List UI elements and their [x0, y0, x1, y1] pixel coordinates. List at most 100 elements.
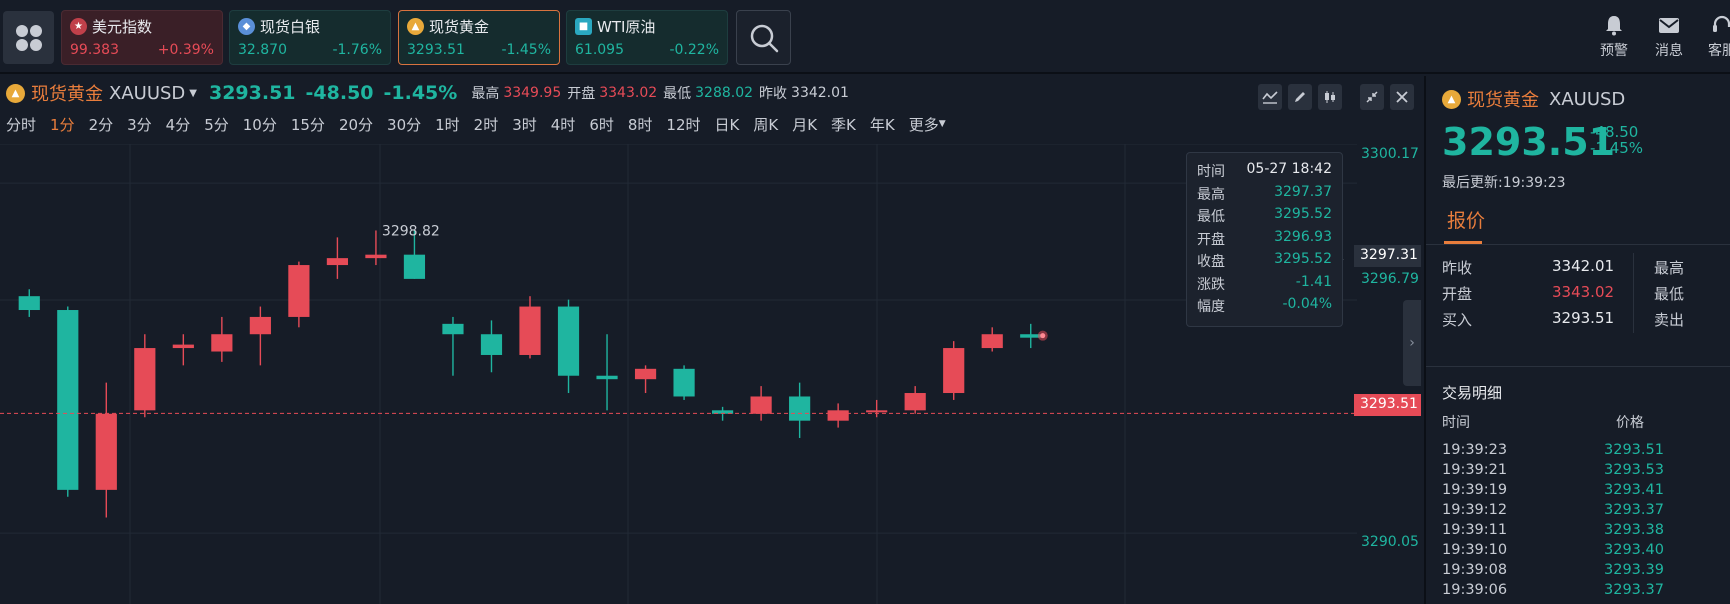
panel-price: 3293.51	[1442, 120, 1616, 164]
candle-body	[904, 393, 926, 411]
candle-body	[57, 310, 79, 490]
ticker-gold[interactable]: ▲ 现货黄金 3293.51 -1.45%	[398, 10, 560, 65]
chart-header: ▲ 现货黄金 XAUUSD ▼ 3293.51 -48.50 -1.45% 最高…	[0, 78, 1420, 108]
period-tab[interactable]: 日K	[714, 115, 740, 134]
ticker-name: 现货白银	[260, 17, 321, 36]
period-tab[interactable]: 4时	[550, 115, 576, 134]
trade-row: 19:39:19 3293.41	[1442, 482, 1730, 502]
candle-body	[750, 396, 772, 414]
trades-price-header: 价格	[1616, 415, 1644, 431]
period-tab[interactable]: 20分	[338, 115, 374, 134]
period-tab[interactable]: 季K	[831, 115, 856, 134]
trade-price: 3293.40	[1604, 542, 1664, 558]
tooltip-row: 收盘 3295.52	[1197, 251, 1332, 274]
period-tab[interactable]: 5分	[204, 115, 229, 134]
candle-body	[789, 396, 811, 421]
period-tab[interactable]: 30分	[387, 115, 422, 134]
last-updated: 最后更新:19:39:23	[1442, 175, 1566, 191]
last-price-dot	[1040, 333, 1046, 339]
tooltip-value: 05-27 18:42	[1246, 161, 1332, 177]
price-axis-tick: 3290.05	[1361, 534, 1419, 550]
period-tab[interactable]: 3时	[512, 115, 537, 134]
tooltip-value: -1.41	[1295, 273, 1332, 290]
collapse-button[interactable]	[1360, 84, 1384, 110]
period-tab[interactable]: 月K	[792, 115, 818, 134]
trade-price: 3293.38	[1604, 522, 1664, 538]
quote-row: 买入 3293.51 卖出	[1442, 309, 1730, 329]
open-label: 开盘	[567, 86, 596, 102]
period-tab[interactable]: 8时	[627, 115, 653, 134]
period-tab[interactable]: 3分	[127, 115, 152, 134]
messages-label: 消息	[1655, 43, 1683, 59]
period-tab[interactable]: 2分	[88, 115, 114, 134]
trades-time-header: 时间	[1442, 415, 1470, 431]
candle-body	[634, 368, 657, 380]
candlestick-chart[interactable]: 3298.82	[0, 144, 1357, 604]
messages-button[interactable]: 消息	[1647, 14, 1691, 60]
tooltip-value: 3296.93	[1274, 228, 1332, 245]
period-tab[interactable]: 15分	[290, 115, 325, 134]
grid-icon	[15, 24, 42, 51]
service-button[interactable]: 客服	[1700, 14, 1730, 60]
symbol-name[interactable]: 现货黄金	[31, 84, 103, 105]
period-tab[interactable]: 分时	[6, 115, 37, 134]
tab-quote[interactable]: 报价	[1447, 210, 1486, 232]
quote-value: 3343.02	[1552, 283, 1615, 301]
ticker-price: 61.095	[575, 42, 624, 58]
period-tab[interactable]: 1分	[50, 115, 75, 134]
period-tab[interactable]: 2时	[473, 115, 499, 134]
ticker-wti-oil[interactable]: ■ WTI原油 61.095 -0.22%	[566, 10, 728, 65]
alert-button[interactable]: 预警	[1592, 14, 1636, 60]
period-tab[interactable]: 4分	[165, 115, 191, 134]
chart-type-button[interactable]	[1318, 84, 1342, 110]
quote-row: 开盘 3343.02 最低	[1442, 283, 1730, 303]
candle-body	[712, 410, 734, 414]
trade-time: 19:39:11	[1442, 522, 1508, 538]
chevron-down-icon[interactable]: ▼	[938, 119, 946, 129]
candle-body	[557, 306, 580, 376]
open-value: 3343.02	[599, 85, 658, 101]
period-tab[interactable]: 6时	[589, 115, 614, 134]
trade-time: 19:39:08	[1442, 562, 1508, 578]
ticker-usd-index[interactable]: ★ 美元指数 99.383 +0.39%	[61, 10, 223, 65]
chevron-down-icon[interactable]: ▼	[189, 87, 197, 99]
period-tab[interactable]: 1时	[435, 115, 460, 134]
candle-body	[365, 254, 387, 259]
expand-panel-button[interactable]: ›	[1403, 300, 1421, 386]
service-label: 客服	[1708, 43, 1730, 59]
alert-label: 预警	[1600, 43, 1628, 59]
tooltip-key: 涨跌	[1197, 276, 1225, 293]
period-tab[interactable]: 年K	[869, 115, 895, 134]
symbol-code[interactable]: XAUUSD	[109, 82, 186, 104]
tooltip-key: 收盘	[1197, 254, 1225, 270]
low-label: 最低	[663, 86, 692, 102]
search-button[interactable]	[736, 10, 791, 65]
header-change: -48.50	[305, 82, 374, 104]
draw-tool-button[interactable]	[1288, 84, 1312, 110]
quote-label: 买入	[1442, 311, 1473, 329]
ticker-price: 32.870	[238, 42, 287, 58]
indicator-button[interactable]	[1258, 84, 1282, 110]
panel-symbol-code: XAUUSD	[1549, 88, 1626, 110]
candle-body	[442, 323, 464, 335]
app-grid-button[interactable]	[3, 11, 54, 64]
candle-body	[403, 254, 426, 279]
ticker-price: 3293.51	[407, 42, 465, 58]
ticker-silver[interactable]: ◆ 现货白银 32.870 -1.76%	[229, 10, 391, 65]
ticker-change: +0.39%	[157, 42, 214, 58]
close-icon	[1396, 91, 1408, 103]
trade-price: 3293.41	[1604, 482, 1664, 498]
header-price: 3293.51	[208, 82, 296, 104]
prev-close-label: 昨收	[759, 86, 788, 102]
tooltip-row: 开盘 3296.93	[1197, 229, 1332, 252]
trade-row: 19:39:10 3293.40	[1442, 542, 1730, 562]
period-tab[interactable]: 更多	[908, 115, 939, 134]
trade-price: 3293.37	[1604, 582, 1664, 598]
period-tab[interactable]: 周K	[753, 115, 779, 134]
trades-title: 交易明细	[1442, 384, 1503, 402]
close-chart-button[interactable]	[1390, 84, 1414, 110]
period-tab[interactable]: 10分	[242, 115, 277, 134]
tooltip-key: 开盘	[1197, 231, 1225, 248]
period-tab[interactable]: 12时	[666, 115, 701, 134]
search-icon	[750, 24, 778, 52]
